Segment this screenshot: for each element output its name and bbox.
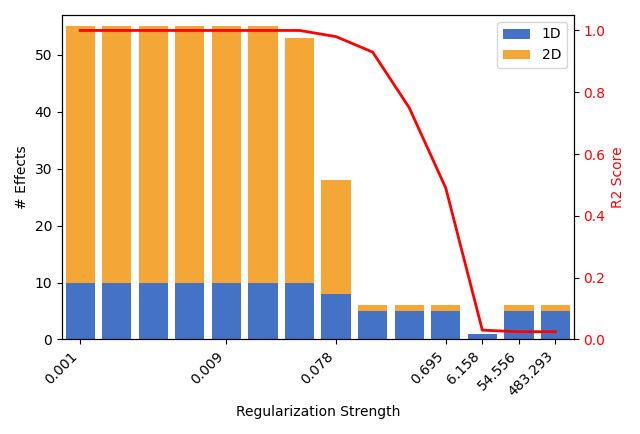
Bar — [65, 26, 95, 283]
Bar — [541, 311, 570, 339]
Bar — [431, 305, 460, 311]
Bar — [248, 283, 278, 339]
Bar — [504, 311, 534, 339]
Bar — [139, 26, 168, 283]
Bar — [504, 305, 534, 311]
Bar — [541, 305, 570, 311]
Bar — [285, 38, 314, 283]
Bar — [358, 311, 387, 339]
Y-axis label: R2 Score: R2 Score — [611, 146, 625, 208]
Bar — [431, 311, 460, 339]
Bar — [468, 334, 497, 339]
Bar — [139, 283, 168, 339]
Legend: 1D, 2D: 1D, 2D — [497, 22, 567, 68]
Bar — [395, 311, 424, 339]
Bar — [248, 26, 278, 283]
Bar — [212, 283, 241, 339]
Bar — [321, 294, 351, 339]
Y-axis label: # Effects: # Effects — [15, 145, 29, 209]
Bar — [212, 26, 241, 283]
Bar — [395, 305, 424, 311]
Bar — [102, 26, 131, 283]
Bar — [175, 26, 205, 283]
X-axis label: Regularization Strength: Regularization Strength — [236, 405, 400, 419]
Bar — [175, 283, 205, 339]
Bar — [358, 305, 387, 311]
Bar — [321, 180, 351, 294]
Bar — [102, 283, 131, 339]
Bar — [285, 283, 314, 339]
Bar — [65, 283, 95, 339]
